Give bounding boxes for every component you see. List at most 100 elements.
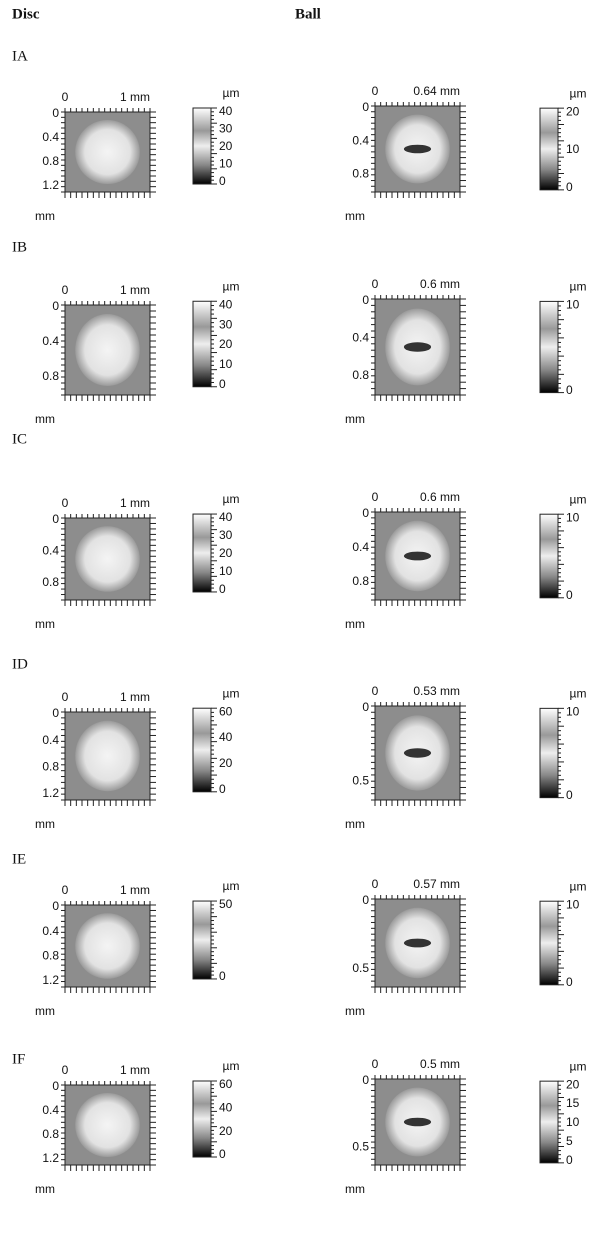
y-tick-label: 1.2 xyxy=(42,178,59,192)
colorbar-tick-label: 20 xyxy=(219,337,233,351)
unit-label: mm xyxy=(35,412,55,426)
x-tick-label: 0 xyxy=(372,877,379,891)
colorbar-tick-label: 10 xyxy=(566,897,580,911)
y-tick-label: 0.4 xyxy=(352,133,369,147)
colorbar-unit: µm xyxy=(223,279,240,293)
colorbar-tick-label: 10 xyxy=(566,142,580,156)
colorbar-tick-label: 0 xyxy=(566,383,573,397)
wear-mark xyxy=(404,1118,431,1127)
colorbar-unit: µm xyxy=(223,1059,240,1073)
colorbar xyxy=(193,108,211,184)
unit-label: mm xyxy=(345,817,365,831)
ball-header: Ball xyxy=(295,6,321,22)
y-tick-label: 0 xyxy=(362,100,369,114)
colorbar xyxy=(193,708,211,792)
colorbar-unit: µm xyxy=(570,86,587,100)
x-tick-label: 0 xyxy=(62,1063,69,1077)
wear-mark xyxy=(404,552,431,561)
x-tick-label: 0 xyxy=(62,90,69,104)
colorbar-tick-label: 0 xyxy=(219,1147,226,1161)
colorbar-tick-label: 20 xyxy=(566,104,580,118)
y-tick-label: 0 xyxy=(52,512,59,526)
colorbar-tick-label: 10 xyxy=(219,357,233,371)
colorbar xyxy=(540,901,558,985)
colorbar-unit: µm xyxy=(570,280,587,294)
colorbar xyxy=(540,1081,558,1163)
x-tick-label: 1 mm xyxy=(120,690,150,704)
y-tick-label: 0.4 xyxy=(42,130,59,144)
colorbar-tick-label: 30 xyxy=(219,317,233,331)
colorbar-tick-label: 30 xyxy=(219,122,233,136)
y-tick-label: 0.4 xyxy=(42,733,59,747)
colorbar-tick-label: 40 xyxy=(219,510,233,524)
row-label: IE xyxy=(12,851,26,867)
y-tick-label: 0.5 xyxy=(352,1139,369,1153)
y-tick-label: 1.2 xyxy=(42,786,59,800)
y-tick-label: 0 xyxy=(362,700,369,714)
colorbar-tick-label: 15 xyxy=(566,1096,580,1110)
x-tick-label: 0 xyxy=(372,684,379,698)
colorbar-tick-label: 20 xyxy=(566,1077,580,1091)
colorbar-tick-label: 40 xyxy=(219,297,233,311)
colorbar xyxy=(193,1081,211,1157)
colorbar-tick-label: 10 xyxy=(566,705,580,719)
colorbar-tick-label: 20 xyxy=(219,546,233,560)
unit-label: mm xyxy=(345,209,365,223)
row-label: IA xyxy=(12,48,28,64)
x-tick-label: 0 xyxy=(62,496,69,510)
row-label: IF xyxy=(12,1051,25,1067)
row-label: IC xyxy=(12,431,27,447)
wear-mark xyxy=(404,145,431,154)
x-tick-label: 1 mm xyxy=(120,496,150,510)
x-tick-label: 1 mm xyxy=(120,1063,150,1077)
colorbar-tick-label: 20 xyxy=(219,139,233,153)
unit-label: mm xyxy=(345,1004,365,1018)
y-tick-label: 0.4 xyxy=(42,924,59,938)
y-tick-label: 0 xyxy=(362,893,369,907)
x-tick-label: 0 xyxy=(62,283,69,297)
y-tick-label: 0 xyxy=(52,899,59,913)
colorbar-tick-label: 40 xyxy=(219,1101,233,1115)
y-tick-label: 0 xyxy=(362,293,369,307)
colorbar xyxy=(540,514,558,598)
y-tick-label: 0 xyxy=(52,1079,59,1093)
wear-scar xyxy=(75,314,140,386)
x-tick-label: 0 xyxy=(372,1057,379,1071)
wear-mark xyxy=(404,342,431,352)
x-tick-label: 0.5 mm xyxy=(420,1057,460,1071)
figure: Disc Ball IA01 mm00.40.81.2mmµm403020100… xyxy=(0,0,609,1235)
x-tick-label: 0 xyxy=(62,690,69,704)
colorbar-tick-label: 0 xyxy=(566,788,573,802)
y-tick-label: 0.8 xyxy=(352,574,369,588)
y-tick-label: 0.4 xyxy=(352,540,369,554)
y-tick-label: 0.4 xyxy=(42,334,59,348)
x-tick-label: 0.57 mm xyxy=(413,877,460,891)
colorbar xyxy=(540,301,558,392)
colorbar-tick-label: 0 xyxy=(566,975,573,989)
y-tick-label: 0.4 xyxy=(352,331,369,345)
wear-scar xyxy=(75,913,140,979)
unit-label: mm xyxy=(345,412,365,426)
y-tick-label: 0.5 xyxy=(352,961,369,975)
colorbar xyxy=(193,514,211,592)
colorbar-tick-label: 0 xyxy=(219,582,226,596)
unit-label: mm xyxy=(35,817,55,831)
colorbar-tick-label: 50 xyxy=(219,897,233,911)
colorbar-unit: µm xyxy=(223,492,240,506)
colorbar-unit: µm xyxy=(570,687,587,701)
y-tick-label: 0 xyxy=(362,1073,369,1087)
colorbar-unit: µm xyxy=(223,86,240,100)
y-tick-label: 0.8 xyxy=(352,368,369,382)
x-tick-label: 1 mm xyxy=(120,883,150,897)
colorbar-tick-label: 10 xyxy=(566,1115,580,1129)
page: Disc Ball IA01 mm00.40.81.2mmµm403020100… xyxy=(0,0,609,1235)
y-tick-label: 0.8 xyxy=(42,154,59,168)
unit-label: mm xyxy=(35,1004,55,1018)
y-tick-label: 1.2 xyxy=(42,1151,59,1165)
y-tick-label: 0.8 xyxy=(42,1127,59,1141)
colorbar-tick-label: 60 xyxy=(219,1077,233,1091)
x-tick-label: 0 xyxy=(372,277,379,291)
colorbar-tick-label: 0 xyxy=(566,1153,573,1167)
y-tick-label: 0 xyxy=(52,706,59,720)
y-tick-label: 0.4 xyxy=(42,1103,59,1117)
